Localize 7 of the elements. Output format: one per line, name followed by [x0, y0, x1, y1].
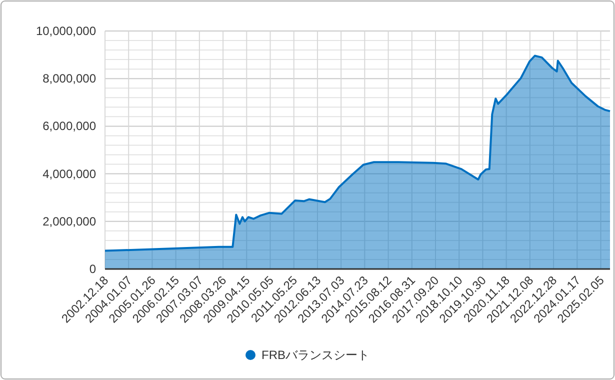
y-tick-label: 6,000,000 — [42, 119, 96, 134]
y-tick-label: 4,000,000 — [42, 166, 96, 181]
legend-item: FRBバランスシート — [246, 348, 370, 362]
y-tick-label: 0 — [89, 262, 96, 276]
y-tick-label: 8,000,000 — [42, 72, 96, 86]
y-tick-label: 2,000,000 — [42, 214, 96, 228]
y-tick-label: 10,000,000 — [36, 24, 96, 38]
